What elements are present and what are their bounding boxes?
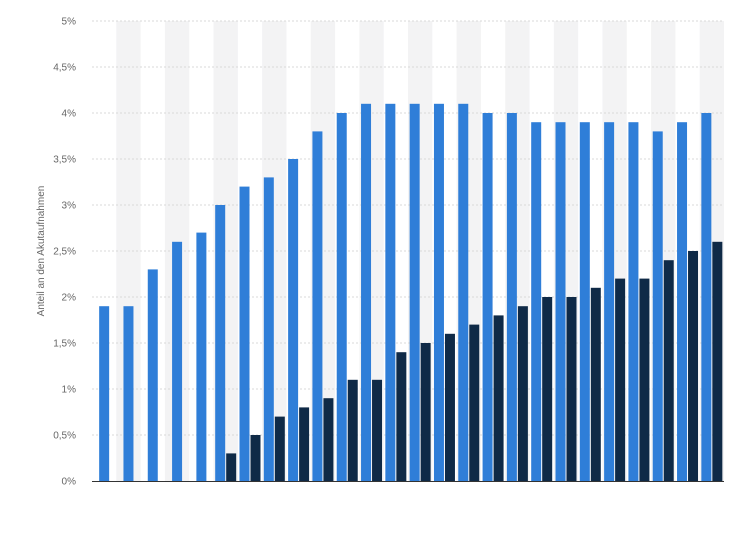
bar-series-1[interactable] xyxy=(409,103,420,482)
bar-series-1[interactable] xyxy=(263,177,274,481)
bar-series-2[interactable] xyxy=(615,278,626,481)
bar-series-2[interactable] xyxy=(688,251,699,481)
bar-series-1[interactable] xyxy=(147,269,158,481)
bar-series-2[interactable] xyxy=(444,333,455,481)
y-tick-label: 3% xyxy=(62,201,77,212)
bar-series-1[interactable] xyxy=(579,122,590,481)
bar-series-1[interactable] xyxy=(196,232,207,481)
bar-series-2[interactable] xyxy=(590,287,601,481)
bar-series-2[interactable] xyxy=(517,306,528,481)
y-tick-label: 2% xyxy=(62,293,77,304)
y-axis-tick-labels: 0% 0,5% 1% 1,5% 2% 2,5% 3% 3,5% 4% 4,5% 5% xyxy=(53,17,76,488)
bar-series-2[interactable] xyxy=(663,260,674,481)
bar-series-2[interactable] xyxy=(639,278,650,481)
bar-series-1[interactable] xyxy=(123,306,134,481)
bar-series-2[interactable] xyxy=(250,435,261,481)
y-tick-label: 3,5% xyxy=(53,155,76,166)
y-tick-label: 4% xyxy=(62,109,77,120)
bar-series-1[interactable] xyxy=(506,113,517,481)
bar-series-2[interactable] xyxy=(396,352,407,481)
bar-series-1[interactable] xyxy=(172,241,183,481)
bar-series-2[interactable] xyxy=(274,416,285,481)
bar-series-2[interactable] xyxy=(299,407,310,481)
bar-series-1[interactable] xyxy=(433,103,444,482)
bar-series-1[interactable] xyxy=(312,131,323,481)
bar-series-1[interactable] xyxy=(336,113,347,481)
y-tick-label: 0,5% xyxy=(53,431,76,442)
bar-series-1[interactable] xyxy=(531,122,542,481)
bar-series-2[interactable] xyxy=(323,398,334,481)
y-tick-label: 4,5% xyxy=(53,63,76,74)
y-tick-label: 5% xyxy=(62,17,77,28)
bar-series-1[interactable] xyxy=(361,103,372,482)
bar-series-2[interactable] xyxy=(493,315,504,481)
bar-series-2[interactable] xyxy=(347,379,358,481)
bar-series-1[interactable] xyxy=(677,122,688,481)
bar-series-1[interactable] xyxy=(239,186,250,481)
bar-series-2[interactable] xyxy=(542,297,553,481)
bars xyxy=(99,103,723,482)
bar-series-1[interactable] xyxy=(215,205,226,481)
bar-series-1[interactable] xyxy=(652,131,663,481)
bar-series-1[interactable] xyxy=(385,103,396,482)
y-tick-label: 1% xyxy=(62,385,77,396)
bar-series-2[interactable] xyxy=(712,241,723,481)
y-axis-title: Anteil an den Akutaufnahmen xyxy=(36,186,47,317)
bar-series-1[interactable] xyxy=(482,113,493,481)
y-tick-label: 2,5% xyxy=(53,247,76,258)
y-tick-label: 0% xyxy=(62,477,77,488)
bar-series-1[interactable] xyxy=(628,122,639,481)
bar-series-2[interactable] xyxy=(372,379,383,481)
bar-series-1[interactable] xyxy=(99,306,110,481)
bar-series-2[interactable] xyxy=(420,343,431,481)
bar-series-2[interactable] xyxy=(566,297,577,481)
bar-series-1[interactable] xyxy=(604,122,615,481)
bar-series-2[interactable] xyxy=(226,453,237,481)
bar-series-2[interactable] xyxy=(469,324,480,481)
y-tick-label: 1,5% xyxy=(53,339,76,350)
bar-series-1[interactable] xyxy=(458,103,469,482)
bar-series-1[interactable] xyxy=(555,122,566,481)
bar-series-1[interactable] xyxy=(701,113,712,481)
bar-series-1[interactable] xyxy=(288,159,299,481)
